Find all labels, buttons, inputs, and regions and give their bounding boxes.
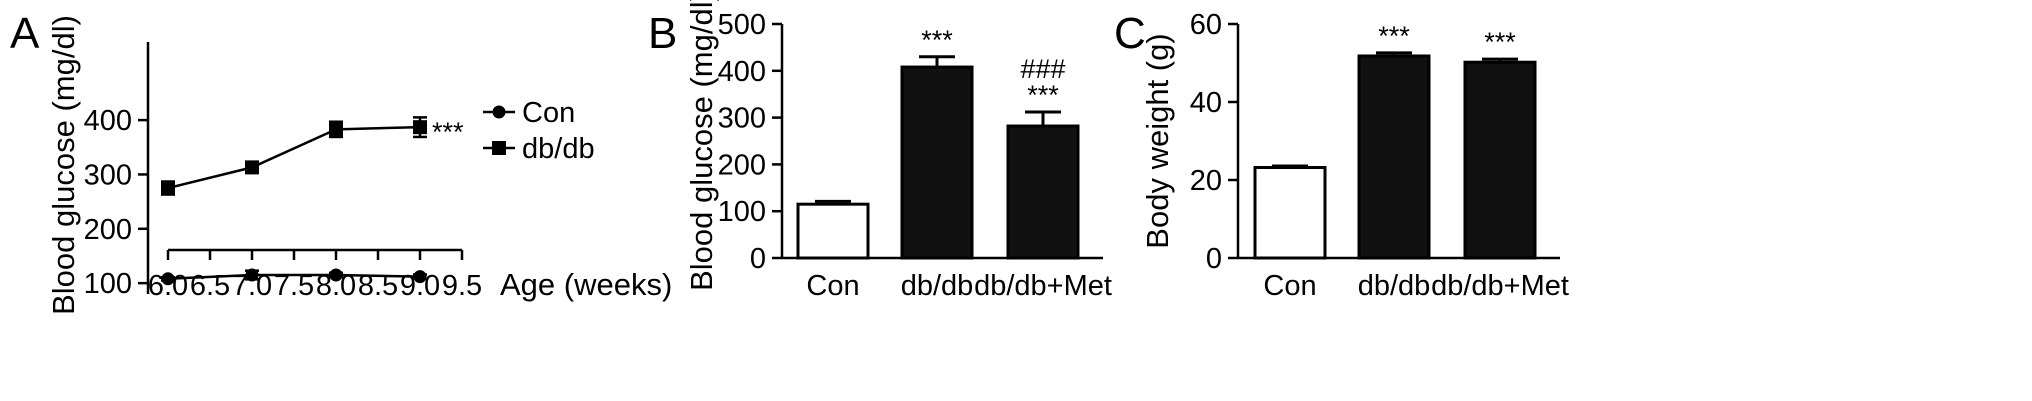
panel-b-bar [900,65,974,260]
panel-a-y-tick-label: 400 [84,105,132,137]
panel-b-y-tick-label: 500 [718,9,766,41]
panel-b-bar [1006,124,1080,260]
panel-a-point [245,268,259,282]
panel-a-significance: *** [432,117,464,147]
panel-a-letter: A [10,9,40,58]
panel-b-bar [796,202,870,260]
panel-a-series-line [167,125,421,190]
panel-c-y-tick-label: 40 [1190,87,1222,119]
panel-a-y-tick-label: 200 [84,214,132,246]
panel-a-y-label: Blood glucose (mg/dl) [46,15,81,315]
panel-a-point [245,160,259,175]
panel-b-y-tick-label: 0 [750,243,766,275]
panel-c-y-tick-label: 60 [1190,9,1222,41]
panel-b-category-label: db/db [901,270,974,302]
panel-c-y-tick-label: 20 [1190,165,1222,197]
panel-b-y-tick-label: 400 [718,56,766,88]
panel-b-y-label: Blood glucose (mg/dl) [684,0,719,291]
panel-a-y-tick-label: 300 [84,159,132,191]
panel-c-bar [1463,60,1537,260]
panel-c-letter: C [1114,9,1146,58]
panel-c-category-label: Con [1263,270,1316,302]
panel-b-significance: *** [1027,80,1059,110]
panel-c-significance: *** [1378,21,1410,51]
panel-a-point [413,120,427,135]
panel-a-point [329,122,343,137]
panel-b-category-label: Con [806,270,859,302]
panel-a-point [161,272,175,286]
panel-c-bar [1357,54,1431,260]
panel-a-x-tick-label: 9.5 [442,270,482,302]
panel-a-legend-label: db/db [522,133,595,165]
panel-c-y-label: Body weight (g) [1140,33,1175,248]
panel-b-y-tick-label: 100 [718,196,766,228]
panel-a-y-tick-label: 100 [84,268,132,300]
panel-c-significance: *** [1484,27,1516,57]
panel-c-category-label: db/db [1358,270,1431,302]
panel-a-series-line [167,273,421,281]
panel-a-legend-label: Con [522,97,575,129]
panel-b-significance: *** [921,25,953,55]
panel-c-bar [1253,166,1327,260]
panel-a-legend-marker [492,105,506,119]
panel-b-y-tick-label: 300 [718,103,766,135]
panel-a-x-tick-label: 6.5 [190,270,230,302]
panel-b-y-tick-label: 200 [718,149,766,181]
panel-c-category-label: db/db+Met [1431,270,1569,302]
panel-a-legend-marker [492,141,506,155]
panel-a-point [413,270,427,284]
panel-a-x-label: Age (weeks) [500,267,672,302]
panel-b-significance: ### [1020,54,1065,84]
panel-a-point [161,181,175,196]
panel-b-letter: B [648,9,677,58]
panel-c-y-tick-label: 0 [1206,243,1222,275]
panel-b-category-label: db/db+Met [974,270,1112,302]
panel-a-point [329,268,343,282]
